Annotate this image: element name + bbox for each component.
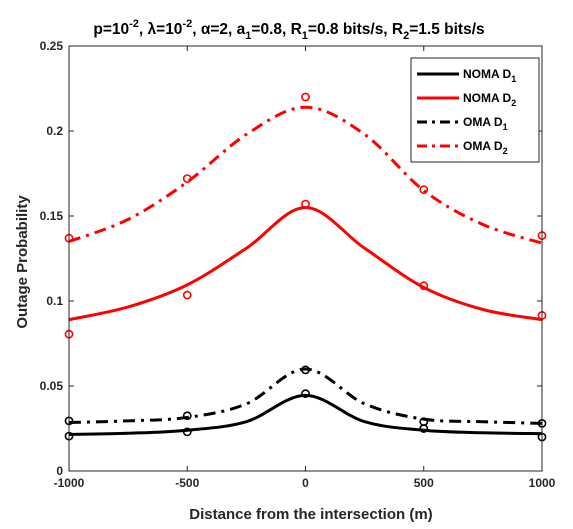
chart-title: p=10-2, λ=10-2, α=2, a1=0.8, R1=0.8 bits… bbox=[93, 18, 484, 42]
legend-label-oma-d2: OMA D2 bbox=[463, 139, 508, 156]
x-tick-label-0: -1000 bbox=[54, 476, 85, 490]
marker-oma-d1-1 bbox=[182, 411, 192, 421]
y-tick-label-4: 0.2 bbox=[46, 124, 63, 138]
marker-oma-d1-3 bbox=[419, 417, 429, 427]
y-tick-label-5: 0.25 bbox=[40, 39, 64, 53]
series-line-oma-d1 bbox=[68, 367, 543, 425]
x-axis-label: Distance from the intersection (m) bbox=[189, 506, 432, 523]
y-tick-label-3: 0.15 bbox=[40, 209, 64, 223]
y-tick-label-2: 0.1 bbox=[46, 294, 63, 308]
plot-area bbox=[64, 92, 547, 442]
y-axis-label: Outage Probability bbox=[14, 195, 31, 329]
marker-noma-d2-3 bbox=[419, 281, 429, 291]
y-tick-label-0: 0 bbox=[56, 464, 63, 478]
x-tick-label-4: 1000 bbox=[529, 476, 556, 490]
series-line-noma-d1 bbox=[68, 393, 543, 436]
marker-noma-d1-1 bbox=[182, 427, 192, 437]
y-tick-label-1: 0.05 bbox=[40, 379, 64, 393]
marker-noma-d1-2 bbox=[301, 389, 310, 399]
series-line-noma-d2 bbox=[68, 205, 543, 322]
series-line-oma-d2 bbox=[68, 105, 543, 245]
legend-label-oma-d1: OMA D1 bbox=[463, 115, 508, 132]
marker-oma-d2-1 bbox=[182, 174, 192, 183]
marker-oma-d2-3 bbox=[419, 185, 429, 195]
x-tick-label-3: 500 bbox=[414, 476, 434, 490]
legend-label-noma-d1: NOMA D1 bbox=[463, 67, 516, 84]
axes: -1000 -500 0 500 1000 0 0.05 0.1 0.15 0.2 0.25 bbox=[40, 39, 556, 490]
legend-label-noma-d2: NOMA D2 bbox=[463, 91, 516, 108]
x-tick-label-1: -500 bbox=[175, 476, 199, 490]
marker-oma-d2-2 bbox=[301, 92, 310, 102]
marker-oma-d1-2 bbox=[301, 365, 310, 375]
legend: NOMA D1 NOMA D2 OMA D1 OMA D2 bbox=[410, 57, 540, 163]
marker-noma-d2-1 bbox=[182, 290, 192, 300]
marker-noma-d2-2 bbox=[301, 199, 310, 209]
x-tick-label-2: 0 bbox=[302, 476, 309, 490]
